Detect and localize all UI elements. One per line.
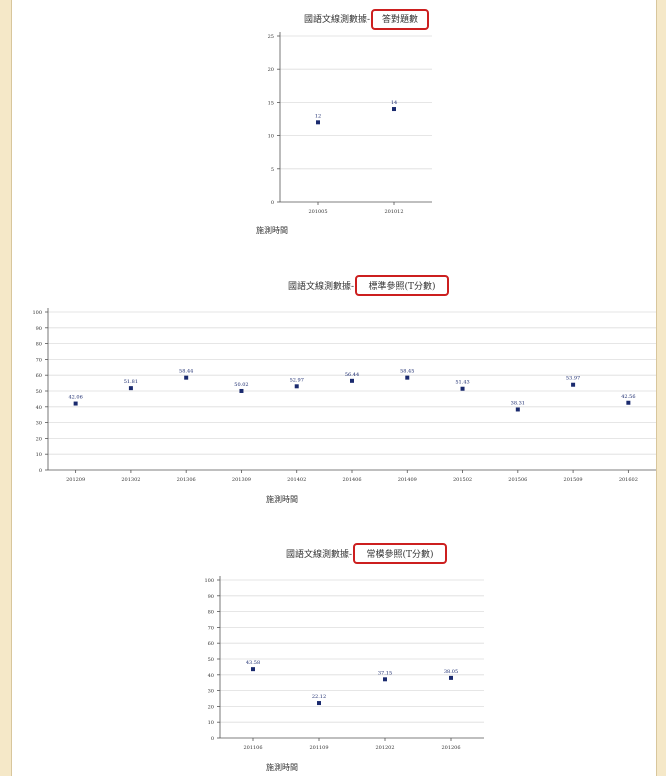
data-point <box>251 667 255 672</box>
y-tick-label: 90 <box>208 594 214 600</box>
data-label: 38.31 <box>511 400 525 406</box>
y-tick-label: 40 <box>36 405 42 411</box>
x-tick-label: 201106 <box>243 745 262 751</box>
data-label: 50.02 <box>234 382 248 388</box>
data-label: 56.44 <box>345 372 359 378</box>
x-tick-label: 201302 <box>121 477 140 483</box>
data-label: 43.58 <box>246 660 260 666</box>
data-label: 52.97 <box>290 377 304 383</box>
chart-norm-reference: 國語文線測數據- 常模參照(T分數) 0 10 20 30 40 50 60 70 80 90 10… <box>204 543 484 751</box>
data-label: 22.12 <box>312 694 326 700</box>
chart-standard-reference: 國語文線測數據- 標準參照(T分數) 0 10 20 30 40 50 60 70 80 90 10… <box>32 275 656 483</box>
data-label: 38.05 <box>444 669 458 675</box>
y-tick-label: 0 <box>271 200 274 206</box>
y-tick-label: 0 <box>211 736 214 742</box>
y-tick-label: 25 <box>268 34 274 40</box>
data-label: 51.43 <box>455 380 469 386</box>
data-point <box>383 677 387 682</box>
y-tick-label: 0 <box>39 468 42 474</box>
x-tick-label: 201109 <box>309 745 328 751</box>
data-point <box>449 675 453 680</box>
data-label: 37.15 <box>378 670 392 676</box>
chart-title: 國語文線測數據- <box>288 280 354 292</box>
chart-title-highlight-box <box>355 275 449 296</box>
x-tick-label: 201209 <box>66 477 85 483</box>
data-point <box>239 388 244 393</box>
x-tick-label: 201309 <box>232 477 251 483</box>
y-tick-label: 30 <box>208 689 214 695</box>
y-tick-label: 10 <box>208 720 214 726</box>
data-point <box>294 384 299 389</box>
data-point <box>515 407 520 412</box>
y-tick-label: 40 <box>208 673 214 679</box>
x-tick-label: 201206 <box>441 745 460 751</box>
y-tick-label: 50 <box>36 389 42 395</box>
x-tick-label: 201506 <box>508 477 527 483</box>
data-point <box>392 107 396 112</box>
chart-title-highlight-box <box>371 9 429 30</box>
x-tick-label: 201409 <box>398 477 417 483</box>
data-point <box>571 382 576 387</box>
data-point <box>73 401 78 406</box>
y-tick-label: 80 <box>208 610 214 616</box>
data-point <box>316 120 320 125</box>
data-point <box>128 386 133 391</box>
y-tick-label: 100 <box>32 310 42 316</box>
x-tick-label: 201306 <box>177 477 196 483</box>
data-label: 51.81 <box>124 379 138 385</box>
x-tick-label: 201012 <box>384 209 403 215</box>
y-tick-label: 90 <box>36 326 42 332</box>
data-point <box>460 386 465 391</box>
y-tick-label: 15 <box>268 100 274 106</box>
chart-page-frame: 國語文線測數據- 答對題數 0 5 10 15 20 25 201005 201012 12 14… <box>12 0 656 776</box>
x-tick-label: 201406 <box>342 477 361 483</box>
y-tick-label: 5 <box>271 167 274 173</box>
chart-title: 國語文線測數據- <box>286 548 352 560</box>
x-tick-label: 201402 <box>287 477 306 483</box>
data-label: 14 <box>391 100 397 106</box>
data-label: 42.06 <box>68 395 82 401</box>
x-axis-label: 施測時間 <box>266 763 298 772</box>
y-tick-label: 50 <box>208 657 214 663</box>
chart-title-highlight: 常模參照(T分數) <box>366 548 433 560</box>
x-tick-label: 201005 <box>308 209 327 215</box>
data-point <box>317 701 321 706</box>
y-tick-label: 60 <box>208 641 214 647</box>
chart-title-highlight: 答對題數 <box>382 13 418 25</box>
chart-title-highlight: 標準參照(T分數) <box>368 280 435 292</box>
y-tick-label: 80 <box>36 342 42 348</box>
x-tick-label: 201602 <box>619 477 638 483</box>
data-label: 53.97 <box>566 376 580 382</box>
y-tick-label: 20 <box>36 436 42 442</box>
y-tick-label: 10 <box>36 452 42 458</box>
y-tick-label: 10 <box>268 134 274 140</box>
data-label: 58.44 <box>179 369 193 375</box>
data-point <box>405 375 410 380</box>
x-tick-label: 201202 <box>375 745 394 751</box>
chart-correct-answers: 國語文線測數據- 答對題數 0 5 10 15 20 25 201005 201012 12 14 <box>268 9 432 215</box>
y-tick-label: 100 <box>204 578 214 584</box>
chart-title: 國語文線測數據- <box>304 13 370 25</box>
x-axis-label: 施測時間 <box>266 495 298 504</box>
chart-title-highlight-box <box>353 543 447 564</box>
y-tick-label: 20 <box>268 67 274 73</box>
data-point <box>184 375 189 380</box>
y-tick-label: 70 <box>36 357 42 363</box>
y-tick-label: 60 <box>36 373 42 379</box>
x-tick-label: 201509 <box>564 477 583 483</box>
y-tick-label: 30 <box>36 421 42 427</box>
data-label: 12 <box>315 113 321 119</box>
data-label: 42.56 <box>621 394 635 400</box>
x-tick-label: 201502 <box>453 477 472 483</box>
y-tick-label: 20 <box>208 704 214 710</box>
data-point <box>626 400 631 405</box>
data-point <box>350 378 354 383</box>
data-label: 58.45 <box>400 369 414 375</box>
y-tick-label: 70 <box>208 625 214 631</box>
x-axis-label: 施測時間 <box>256 226 288 235</box>
